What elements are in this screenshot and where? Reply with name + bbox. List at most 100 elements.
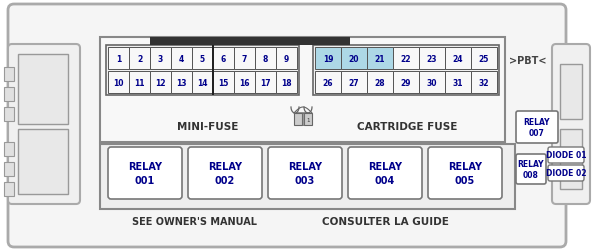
Bar xyxy=(393,48,419,70)
Bar xyxy=(276,72,297,94)
FancyBboxPatch shape xyxy=(428,147,502,199)
Bar xyxy=(106,46,299,96)
Text: MINI-FUSE: MINI-FUSE xyxy=(178,121,239,132)
Bar xyxy=(276,48,297,70)
Bar xyxy=(100,38,505,142)
Bar xyxy=(393,72,419,94)
Text: 12: 12 xyxy=(155,78,166,87)
Text: SEE OWNER'S MANUAL: SEE OWNER'S MANUAL xyxy=(133,216,257,226)
Bar xyxy=(341,72,367,94)
Bar xyxy=(192,72,213,94)
Text: 26: 26 xyxy=(323,78,333,87)
Bar xyxy=(129,72,150,94)
FancyBboxPatch shape xyxy=(548,147,584,163)
Bar xyxy=(302,114,304,125)
Text: 2: 2 xyxy=(137,54,142,63)
Bar xyxy=(304,114,312,125)
Bar xyxy=(315,72,341,94)
FancyBboxPatch shape xyxy=(516,154,546,184)
Text: RELAY
005: RELAY 005 xyxy=(448,162,482,185)
Bar xyxy=(471,48,497,70)
Bar xyxy=(234,48,255,70)
FancyBboxPatch shape xyxy=(348,147,422,199)
Text: 25: 25 xyxy=(479,54,489,63)
Text: 27: 27 xyxy=(349,78,359,87)
Bar xyxy=(171,48,192,70)
Bar xyxy=(18,55,68,124)
Text: 19: 19 xyxy=(323,54,333,63)
Text: RELAY
004: RELAY 004 xyxy=(368,162,402,185)
Text: 16: 16 xyxy=(239,78,250,87)
Bar xyxy=(150,38,350,46)
Text: 30: 30 xyxy=(427,78,437,87)
Text: DIODE 02: DIODE 02 xyxy=(546,169,586,178)
Text: CONSULTER LA GUIDE: CONSULTER LA GUIDE xyxy=(322,216,448,226)
Text: 15: 15 xyxy=(218,78,229,87)
Bar xyxy=(100,144,515,209)
Text: 28: 28 xyxy=(374,78,385,87)
Bar xyxy=(471,72,497,94)
Bar xyxy=(255,48,276,70)
Text: RELAY
002: RELAY 002 xyxy=(208,162,242,185)
Bar xyxy=(150,48,171,70)
Text: 24: 24 xyxy=(453,54,463,63)
Bar xyxy=(4,108,14,121)
Text: 32: 32 xyxy=(479,78,489,87)
Bar xyxy=(108,72,129,94)
Bar xyxy=(560,130,582,189)
Text: 29: 29 xyxy=(401,78,411,87)
Bar xyxy=(4,142,14,156)
Text: 7: 7 xyxy=(242,54,247,63)
Bar xyxy=(367,48,393,70)
Bar xyxy=(212,46,214,96)
Bar xyxy=(234,72,255,94)
Bar xyxy=(341,48,367,70)
FancyBboxPatch shape xyxy=(516,112,558,143)
Text: CARTRIDGE FUSE: CARTRIDGE FUSE xyxy=(357,121,457,132)
Text: DIODE 01: DIODE 01 xyxy=(546,151,586,160)
Bar xyxy=(313,46,499,96)
Bar xyxy=(315,48,341,70)
Text: 14: 14 xyxy=(197,78,208,87)
Bar xyxy=(445,72,471,94)
Text: 1: 1 xyxy=(306,117,310,122)
Bar xyxy=(213,72,234,94)
FancyBboxPatch shape xyxy=(108,147,182,199)
Text: 17: 17 xyxy=(260,78,271,87)
Bar xyxy=(419,48,445,70)
Bar xyxy=(419,72,445,94)
Text: 22: 22 xyxy=(401,54,411,63)
Bar xyxy=(445,48,471,70)
Bar xyxy=(4,182,14,196)
Text: 4: 4 xyxy=(179,54,184,63)
Text: 6: 6 xyxy=(221,54,226,63)
Bar xyxy=(18,130,68,194)
Bar xyxy=(4,68,14,82)
FancyBboxPatch shape xyxy=(548,165,584,181)
Bar xyxy=(4,162,14,176)
Bar xyxy=(129,48,150,70)
Text: 1: 1 xyxy=(116,54,121,63)
Text: RELAY
008: RELAY 008 xyxy=(518,159,544,179)
Text: 9: 9 xyxy=(284,54,289,63)
FancyBboxPatch shape xyxy=(268,147,342,199)
Bar xyxy=(108,48,129,70)
Text: RELAY
001: RELAY 001 xyxy=(128,162,162,185)
Text: 20: 20 xyxy=(349,54,359,63)
Bar xyxy=(367,72,393,94)
Text: 10: 10 xyxy=(113,78,124,87)
Text: 5: 5 xyxy=(200,54,205,63)
FancyBboxPatch shape xyxy=(552,45,590,204)
FancyBboxPatch shape xyxy=(188,147,262,199)
Bar xyxy=(171,72,192,94)
FancyBboxPatch shape xyxy=(8,5,566,247)
Text: 8: 8 xyxy=(263,54,268,63)
Bar xyxy=(294,114,302,125)
Text: 18: 18 xyxy=(281,78,292,87)
Bar xyxy=(192,48,213,70)
Bar xyxy=(213,48,234,70)
FancyBboxPatch shape xyxy=(8,45,80,204)
Text: 21: 21 xyxy=(375,54,385,63)
Text: 31: 31 xyxy=(453,78,463,87)
Text: 13: 13 xyxy=(176,78,187,87)
